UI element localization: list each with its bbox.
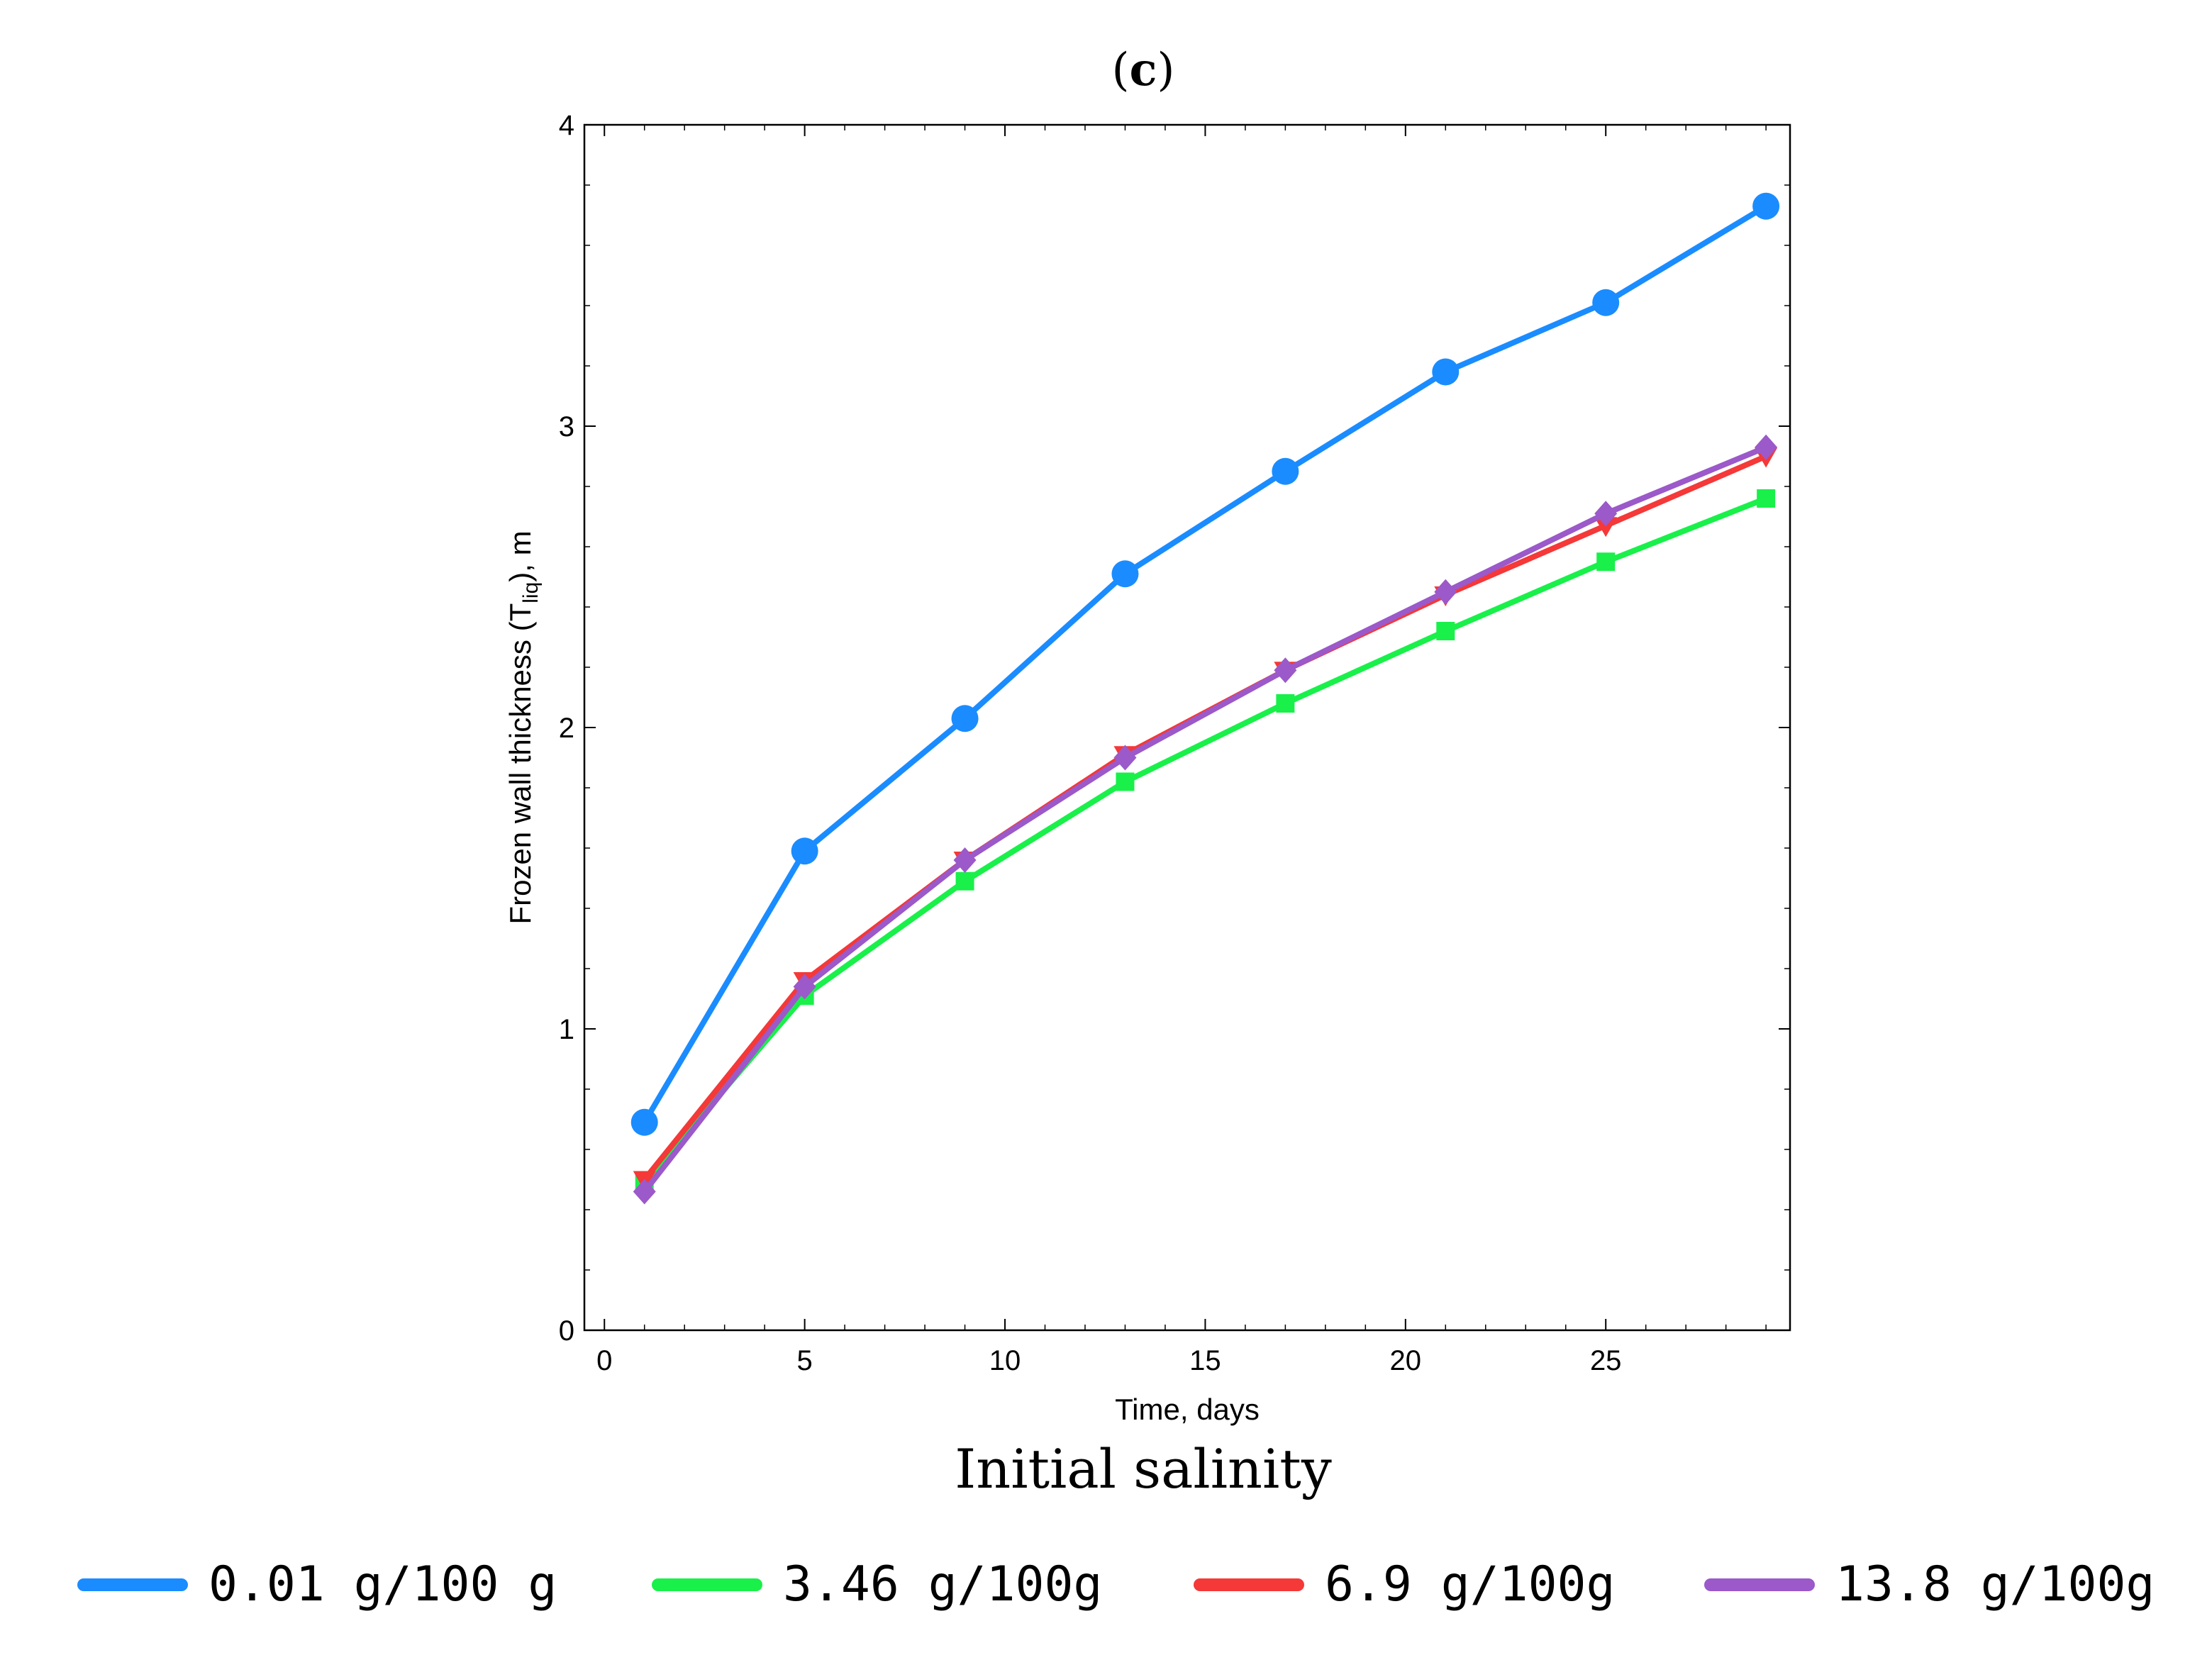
series-1-point xyxy=(1592,289,1620,316)
panel-title-open: ( xyxy=(1112,44,1130,96)
series-1-point xyxy=(951,705,979,732)
legend-label: 3.46 g/100g xyxy=(783,1556,1102,1612)
axis-ticks xyxy=(584,124,1790,1331)
series-layer xyxy=(630,192,1780,1205)
series-1-point xyxy=(1272,457,1299,485)
x-tick-label: 15 xyxy=(1189,1345,1221,1376)
y-tick-label: 3 xyxy=(559,411,574,442)
series-2-point xyxy=(955,871,974,891)
x-axis-label: Time, days xyxy=(1115,1393,1260,1426)
series-4-point xyxy=(793,974,816,1000)
y-tick-label: 1 xyxy=(559,1014,574,1045)
x-tick-label: 20 xyxy=(1390,1345,1422,1376)
x-tick-label: 5 xyxy=(797,1345,813,1376)
legend-label: 6.9 g/100g xyxy=(1325,1556,1615,1612)
series-2-point xyxy=(1596,552,1616,572)
series-1-point xyxy=(791,837,818,865)
legend-title: Initial salinity xyxy=(955,1437,1332,1500)
series-4-point xyxy=(953,847,977,873)
x-tick-label: 10 xyxy=(989,1345,1021,1376)
y-axis-label-sub: liq xyxy=(519,582,543,603)
legend-label: 13.8 g/100g xyxy=(1835,1556,2155,1612)
x-tick-label: 25 xyxy=(1590,1345,1622,1376)
series-2-point xyxy=(1757,489,1776,508)
series-1-point xyxy=(1111,560,1139,588)
series-3-point xyxy=(1594,517,1618,537)
series-4-point xyxy=(633,1178,656,1205)
series-4-point xyxy=(1594,501,1618,527)
series-1-point xyxy=(630,1108,658,1136)
y-tick-label: 2 xyxy=(559,713,574,744)
series-2-point xyxy=(1436,622,1455,640)
series-4-point xyxy=(1434,579,1457,605)
series-4-point xyxy=(1274,657,1297,684)
y-tick-label: 4 xyxy=(559,110,574,141)
series-1 xyxy=(630,192,1780,1136)
y-axis-label: Frozen wall thickness (Tliq), m xyxy=(504,530,543,924)
series-4-point xyxy=(1755,434,1778,460)
axis-tick-labels: 0 5 10 15 20 25 0 1 2 3 4 xyxy=(559,110,1622,1376)
legend: 0.01 g/100 g 3.46 g/100g 6.9 g/100g 13.8 g/… xyxy=(77,1556,2155,1612)
y-axis-label-tail: ), m xyxy=(504,530,537,581)
series-4-point xyxy=(1113,745,1137,771)
series-2-point xyxy=(1116,772,1135,791)
series-1-point xyxy=(1432,358,1460,386)
panel-title: (c) xyxy=(1112,43,1175,96)
series-2-point xyxy=(1276,694,1295,713)
panel-title-letter: c xyxy=(1130,43,1157,96)
y-tick-label: 0 xyxy=(559,1315,574,1347)
series-1-line xyxy=(641,203,1769,1125)
x-tick-label: 0 xyxy=(596,1345,612,1376)
series-4-line xyxy=(641,444,1769,1195)
series-4 xyxy=(633,434,1778,1205)
series-2-line xyxy=(641,496,1769,1186)
panel-title-close: ) xyxy=(1157,44,1174,96)
legend-label: 0.01 g/100 g xyxy=(209,1556,557,1612)
y-axis-label-main: Frozen wall thickness (T xyxy=(504,603,537,925)
series-1-point xyxy=(1752,192,1780,220)
